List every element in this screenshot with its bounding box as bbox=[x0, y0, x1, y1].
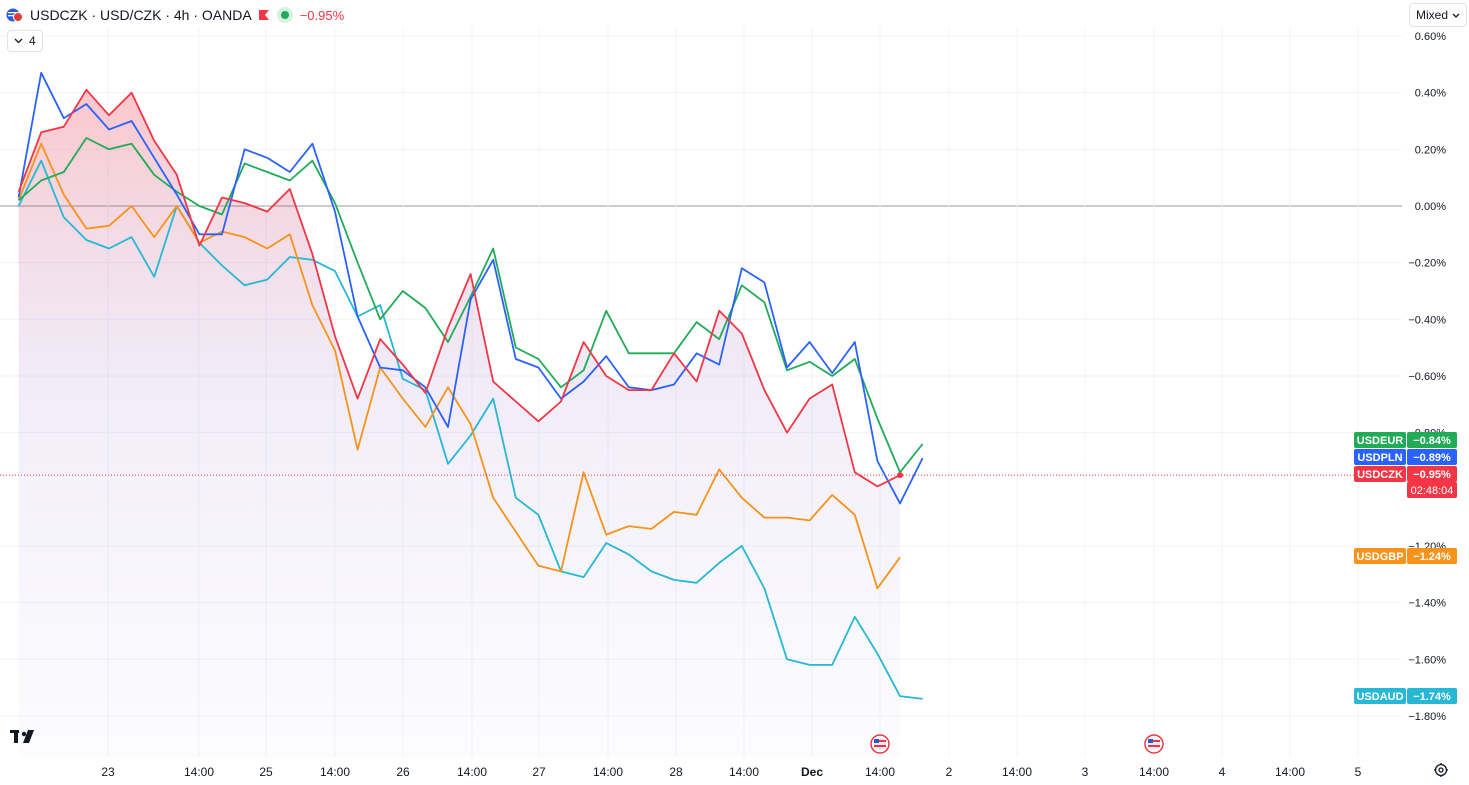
indicator-count: 4 bbox=[29, 34, 36, 48]
x-tick-label: 14:00 bbox=[457, 765, 487, 779]
logo-dot bbox=[21, 731, 27, 737]
series-name-badge bbox=[1354, 688, 1406, 704]
series-value-badge bbox=[1407, 466, 1457, 482]
logo-slash bbox=[23, 730, 34, 743]
series-value-badge bbox=[1407, 432, 1457, 448]
y-tick-label: 0.40% bbox=[1415, 88, 1446, 100]
series-label-usdaud: USDAUD −1.74% bbox=[1354, 688, 1457, 704]
last-price-dot bbox=[897, 472, 903, 479]
chart-markers bbox=[0, 472, 1402, 754]
series-line-usdeur bbox=[18, 137, 924, 474]
series-name-badge bbox=[1354, 466, 1406, 482]
x-tick-label: 26 bbox=[396, 765, 410, 779]
x-axis[interactable]: 23 14:00 25 14:00 26 14:00 27 14:00 28 14:00 Dec 14… bbox=[101, 765, 1361, 779]
x-tick-label: 27 bbox=[532, 765, 546, 779]
x-tick-label: 14:00 bbox=[729, 765, 759, 779]
x-tick-label: 4 bbox=[1219, 765, 1226, 779]
price-change: −0.95% bbox=[299, 7, 345, 23]
series-value: −1.74% bbox=[1413, 691, 1451, 703]
x-tick-label: 14:00 bbox=[1002, 765, 1032, 779]
market-status-icon[interactable] bbox=[276, 6, 294, 24]
series-label-usdeur: USDEUR −0.84% bbox=[1354, 432, 1457, 448]
symbol-title[interactable]: USDCZK · USD/CZK · 4h · OANDA bbox=[30, 7, 252, 23]
scale-mode-dropdown[interactable]: Mixed bbox=[1409, 3, 1467, 27]
series-name-badge bbox=[1354, 432, 1406, 448]
us-event-flag-icon bbox=[870, 734, 890, 754]
y-tick-label: 0.60% bbox=[1415, 31, 1446, 43]
x-tick-label: Dec bbox=[801, 765, 823, 779]
event-stripe bbox=[1148, 740, 1160, 742]
event-canton bbox=[874, 739, 879, 743]
y-tick-label: −1.80% bbox=[1408, 711, 1446, 723]
series-labels: USDEUR −0.84%USDPLN −0.89%USDCZK −0.95%02:4… bbox=[1354, 432, 1457, 704]
x-tick-label: 28 bbox=[669, 765, 683, 779]
chevron-down-icon bbox=[14, 38, 23, 44]
y-tick-label: 0.20% bbox=[1415, 144, 1446, 156]
x-tick-label: 23 bbox=[101, 765, 115, 779]
x-tick-label: 14:00 bbox=[1275, 765, 1305, 779]
series-line-usdgbp bbox=[17, 142, 901, 590]
series-label-usdpln: USDPLN −0.89% bbox=[1354, 449, 1457, 465]
y-tick-label: 0.00% bbox=[1415, 201, 1446, 213]
series-value: −0.95% bbox=[1413, 469, 1451, 481]
event-stripe bbox=[874, 740, 886, 742]
event-stripe bbox=[1148, 745, 1160, 747]
symbol-header[interactable]: USDCZK · USD/CZK · 4h · OANDA −0.95% bbox=[6, 4, 344, 26]
series-line-usdczk bbox=[17, 88, 901, 488]
x-tick-label: 25 bbox=[259, 765, 273, 779]
series-value-badge bbox=[1407, 548, 1457, 564]
series-name-badge bbox=[1354, 548, 1406, 564]
x-tick-label: 14:00 bbox=[184, 765, 214, 779]
series-value: −1.24% bbox=[1413, 551, 1451, 563]
series-value-badge bbox=[1407, 688, 1457, 704]
series-name: USDEUR bbox=[1357, 435, 1404, 447]
x-tick-label: 3 bbox=[1082, 765, 1089, 779]
us-czk-flag-icon bbox=[6, 8, 23, 22]
area-fill bbox=[18, 89, 901, 758]
gear-icon[interactable] bbox=[1433, 762, 1449, 778]
y-tick-label: −0.60% bbox=[1408, 371, 1446, 383]
chevron-down-icon bbox=[1452, 13, 1460, 18]
series-label-usdgbp: USDGBP −1.24% bbox=[1354, 548, 1457, 564]
series-line-usdaud bbox=[17, 159, 923, 700]
x-tick-label: 5 bbox=[1355, 765, 1362, 779]
event-stripe bbox=[874, 745, 886, 747]
series-line-usdpln bbox=[17, 71, 924, 505]
series-name-badge bbox=[1354, 449, 1406, 465]
indicators-collapse-button[interactable]: 4 bbox=[7, 30, 43, 52]
series-lines bbox=[17, 71, 924, 700]
event-canton bbox=[1148, 739, 1153, 743]
main-series-area bbox=[18, 89, 901, 758]
y-axis[interactable]: 0.60%0.40%0.20%0.00%−0.20%−0.40%−0.60%−0… bbox=[1408, 31, 1446, 723]
y-tick-label: −1.40% bbox=[1408, 598, 1446, 610]
x-tick-label: 14:00 bbox=[320, 765, 350, 779]
series-value: −0.89% bbox=[1413, 452, 1451, 464]
countdown-badge bbox=[1407, 482, 1457, 498]
series-value-badge bbox=[1407, 449, 1457, 465]
scale-mode-label: Mixed bbox=[1416, 8, 1449, 22]
y-tick-label: −0.20% bbox=[1408, 258, 1446, 270]
x-tick-label: 2 bbox=[946, 765, 953, 779]
series-label-usdczk: USDCZK −0.95%02:48:04 bbox=[1354, 466, 1457, 498]
x-tick-label: 14:00 bbox=[593, 765, 623, 779]
series-name: USDAUD bbox=[1356, 691, 1403, 703]
series-value: −0.84% bbox=[1413, 435, 1451, 447]
series-name: USDGBP bbox=[1356, 551, 1403, 563]
y-tick-label: −1.60% bbox=[1408, 654, 1446, 666]
series-name: USDPLN bbox=[1357, 452, 1402, 464]
red-flag-icon[interactable] bbox=[258, 9, 270, 21]
x-tick-label: 14:00 bbox=[1139, 765, 1169, 779]
tradingview-logo bbox=[10, 730, 34, 743]
countdown-value: 02:48:04 bbox=[1411, 485, 1454, 497]
x-tick-label: 14:00 bbox=[865, 765, 895, 779]
logo-stem bbox=[14, 730, 18, 743]
us-event-flag-icon bbox=[1144, 734, 1164, 754]
y-tick-label: −0.40% bbox=[1408, 314, 1446, 326]
